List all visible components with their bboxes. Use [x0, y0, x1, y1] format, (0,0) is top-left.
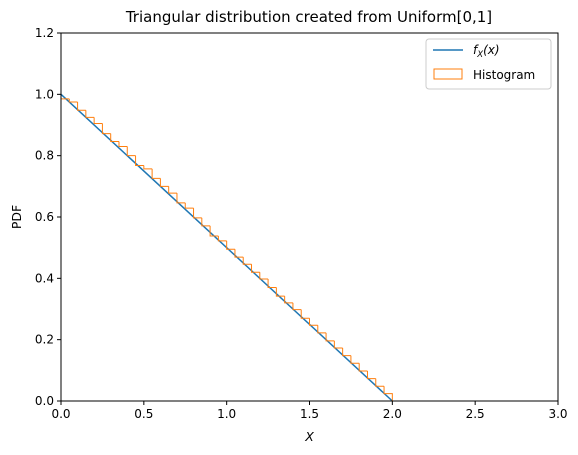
- histogram-bin: [118, 141, 128, 147]
- histogram-bin: [333, 340, 343, 349]
- histogram-bin: [68, 98, 78, 103]
- series-layer: [60, 93, 393, 402]
- histogram-bin: [234, 249, 244, 258]
- x-axis-label: X: [304, 429, 314, 444]
- x-axis-ticks: 0.0 0.5 1.0 1.5 2.0 2.5 3.0: [51, 401, 568, 421]
- histogram-bin: [101, 123, 111, 135]
- histogram-bin: [375, 378, 385, 387]
- histogram-bin: [292, 302, 302, 311]
- histogram-bin: [284, 296, 293, 304]
- histogram-bin: [309, 318, 318, 326]
- histogram-bin: [358, 363, 368, 372]
- histogram-bin: [201, 217, 211, 227]
- histogram-bin: [143, 165, 153, 170]
- legend-hist-label: Histogram: [473, 68, 535, 82]
- legend: fX(x) Histogram: [425, 38, 552, 90]
- histogram-bin: [85, 110, 95, 118]
- histogram-bin: [342, 347, 351, 357]
- y-tick-label: 0.2: [35, 333, 54, 347]
- x-tick-label: 0.0: [51, 407, 70, 421]
- histogram-bin: [184, 202, 194, 209]
- legend-hist-swatch: [433, 68, 463, 80]
- histogram-bin: [110, 133, 119, 143]
- histogram-bin: [226, 240, 235, 250]
- histogram-bin: [325, 332, 335, 342]
- x-tick-label: 3.0: [548, 407, 567, 421]
- histogram-bin: [366, 370, 376, 380]
- x-tick-label: 2.5: [466, 407, 485, 421]
- y-tick-label: 0.4: [35, 271, 54, 285]
- histogram-bin: [93, 117, 103, 124]
- histogram-bin: [259, 272, 269, 280]
- histogram-bin: [176, 193, 186, 204]
- plot-area: [61, 33, 558, 401]
- histogram-bin: [77, 102, 86, 111]
- histogram-bin: [251, 264, 260, 273]
- y-tick-label: 1.0: [35, 87, 54, 101]
- legend-box: [425, 38, 552, 90]
- histogram-bin: [350, 355, 360, 364]
- histogram-bin: [242, 257, 252, 265]
- histogram-bin: [135, 155, 144, 166]
- y-tick-label: 0.0: [35, 394, 54, 408]
- y-tick-label: 1.2: [35, 26, 54, 40]
- x-tick-label: 1.0: [217, 407, 236, 421]
- histogram-bin: [159, 178, 169, 187]
- histogram-bin: [209, 225, 219, 237]
- y-tick-label: 0.8: [35, 149, 54, 163]
- histogram-bin: [300, 309, 310, 319]
- x-tick-label: 1.5: [300, 407, 319, 421]
- histogram-bin: [193, 208, 202, 219]
- histogram-bin: [383, 386, 393, 401]
- histogram-bin: [126, 146, 136, 157]
- histogram-bin: [151, 168, 161, 179]
- histogram-bin: [317, 325, 327, 334]
- chart-title: Triangular distribution created from Uni…: [125, 8, 492, 26]
- histogram-bin: [217, 236, 227, 242]
- x-tick-label: 2.0: [383, 407, 402, 421]
- histogram-bin: [267, 278, 277, 289]
- histogram-bin: [275, 287, 285, 297]
- legend-pdf-label: fX(x): [473, 43, 500, 60]
- histogram-series: [60, 98, 393, 401]
- y-axis-label: PDF: [9, 205, 24, 229]
- y-tick-label: 0.6: [35, 210, 54, 224]
- x-tick-label: 0.5: [134, 407, 153, 421]
- y-axis-ticks: 0.0 0.2 0.4 0.6 0.8 1.0 1.2: [35, 26, 61, 408]
- axes-frame: [60, 32, 559, 402]
- histogram-bin: [168, 186, 177, 194]
